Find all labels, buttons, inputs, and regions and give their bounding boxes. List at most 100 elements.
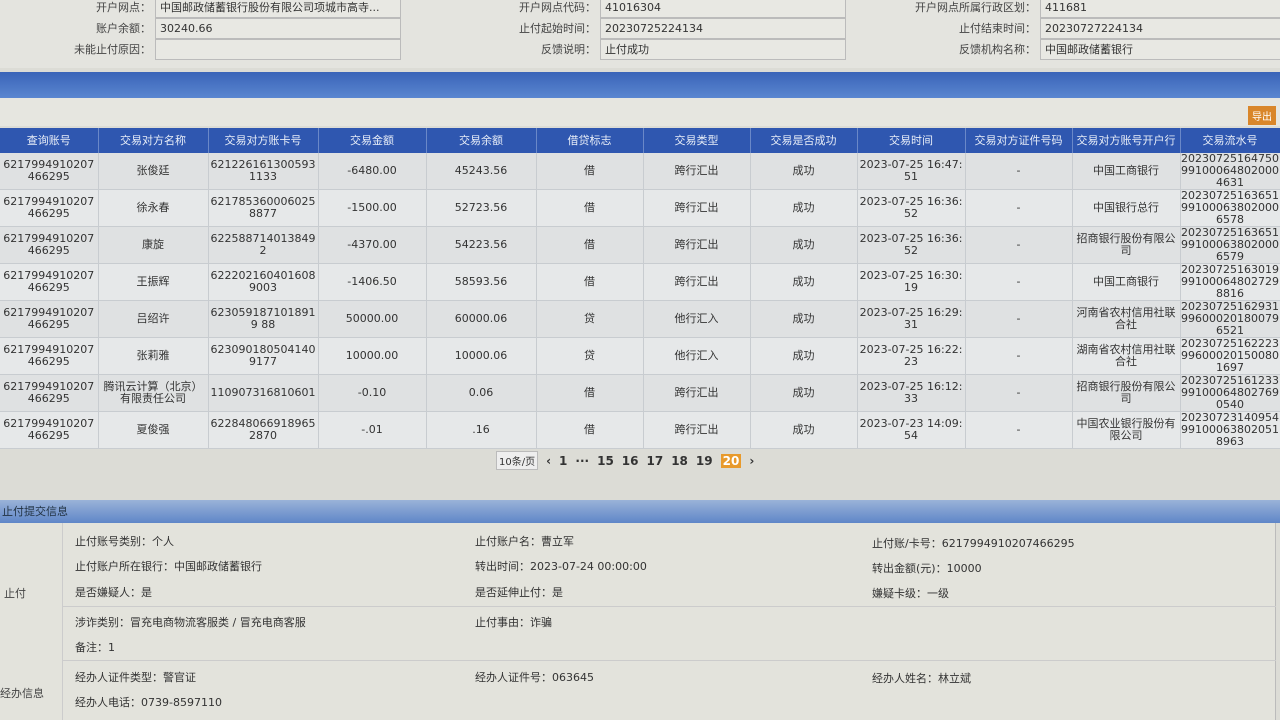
info-value: 30240.66 [155, 17, 401, 39]
out-amount: 转出金额(元)：10000 [872, 562, 982, 575]
info-label: 未能止付原因： [74, 43, 151, 56]
table-cell: 6217994910207466295 [0, 226, 99, 264]
table-cell: 2023-07-25 16:36:52 [857, 226, 966, 264]
table-cell: 6217994910207466295 [0, 374, 99, 412]
column-header: 交易对方账卡号 [208, 128, 319, 153]
table-cell: 借 [536, 153, 644, 190]
table-toolbar: 导出 [0, 98, 1280, 126]
column-header: 交易余额 [426, 128, 537, 153]
info-label: 止付结束时间： [959, 22, 1036, 35]
table-row[interactable]: 6217994910207466295 张莉雅 623090180504140917… [0, 337, 1280, 375]
info-field: 反馈机构名称： 中国邮政储蓄银行 [890, 38, 1280, 60]
table-cell: 20230725163019991000648027298816 [1180, 263, 1280, 301]
table-cell: 6217994910207466295 [0, 189, 99, 227]
info-field: 开户网点所属行政区划： 411681 [890, 0, 1280, 18]
info-field: 止付起始时间： 20230725224134 [450, 17, 846, 39]
divider [62, 523, 63, 720]
table-row[interactable]: 6217994910207466295 夏俊强 622848066918965287… [0, 411, 1280, 449]
info-field: 反馈说明： 止付成功 [450, 38, 846, 60]
table-cell: 20230725162223996000201500801697 [1180, 337, 1280, 375]
page-button[interactable]: ··· [575, 453, 590, 468]
table-cell: 54223.56 [426, 226, 537, 264]
table-cell: 45243.56 [426, 153, 537, 190]
info-label: 反馈说明： [541, 43, 596, 56]
table-cell: 成功 [750, 153, 858, 190]
table-row[interactable]: 6217994910207466295 吕绍许 6230591871018919 8… [0, 300, 1280, 338]
info-field: 止付结束时间： 20230727224134 [890, 17, 1280, 39]
export-button[interactable]: 导出 [1248, 106, 1276, 125]
page-button[interactable]: 15 [597, 453, 614, 468]
table-cell: - [965, 374, 1073, 412]
table-cell: - [965, 263, 1073, 301]
column-header: 交易对方名称 [98, 128, 209, 153]
section-band [0, 72, 1280, 98]
table-cell: -4370.00 [318, 226, 427, 264]
table-cell: 2023-07-25 16:12:33 [857, 374, 966, 412]
info-label: 开户网点所属行政区划： [915, 1, 1036, 14]
column-header: 交易是否成功 [750, 128, 858, 153]
table-cell: 6217994910207466295 [0, 153, 99, 190]
table-row[interactable]: 6217994910207466295 康旋 622588714013849 2 -4… [0, 226, 1280, 264]
table-row[interactable]: 6217994910207466295 徐永春 621785360006025887… [0, 189, 1280, 227]
table-cell: 中国工商银行 [1072, 263, 1181, 301]
page-button[interactable]: 17 [646, 453, 664, 468]
table-cell: 成功 [750, 374, 858, 412]
info-value: 中国邮政储蓄银行 [1040, 38, 1280, 60]
handler-id-type: 经办人证件类型：警官证 [75, 671, 196, 684]
info-label: 账户余额： [96, 22, 151, 35]
table-cell: 622588714013849 2 [208, 226, 319, 264]
table-cell: 张俊廷 [98, 153, 209, 190]
page-button[interactable]: 16 [621, 453, 639, 468]
table-cell: 成功 [750, 411, 858, 449]
table-cell: -0.10 [318, 374, 427, 412]
table-cell: 6217853600060258877 [208, 189, 319, 227]
fraud-type: 涉诈类别：冒充电商物流客服类 / 冒充电商客服 [75, 616, 306, 629]
table-cell: 跨行汇出 [643, 153, 751, 190]
transaction-table: 查询账号 交易对方名称 交易对方账卡号 交易金额 交易余额 借贷标志 交易类型 交易是否成功交… [0, 128, 1280, 449]
handler-side-label: 经办信息 [0, 687, 44, 700]
table-row[interactable]: 6217994910207466295 张俊廷 621226161300593113… [0, 153, 1280, 190]
table-cell: 湖南省农村信用社联合社 [1072, 337, 1181, 375]
handler-name: 经办人姓名：林立斌 [872, 672, 971, 685]
table-cell: 2023-07-25 16:47:51 [857, 153, 966, 190]
table-cell: 0.06 [426, 374, 537, 412]
table-cell: 跨行汇出 [643, 263, 751, 301]
page-button[interactable]: 20 [720, 453, 742, 468]
table-cell: 20230725161233991000648027690540 [1180, 374, 1280, 412]
page-button[interactable]: 18 [671, 453, 688, 468]
table-cell: - [965, 226, 1073, 264]
table-cell: 借 [536, 263, 644, 301]
table-cell: 6230901805041409177 [208, 337, 319, 375]
column-header: 交易对方账号开户行 [1072, 128, 1181, 153]
table-cell: 河南省农村信用社联合社 [1072, 300, 1181, 338]
divider [62, 660, 1276, 661]
table-cell: - [965, 300, 1073, 338]
page-button[interactable]: 19 [695, 453, 713, 468]
page-size-select[interactable]: 10条/页 [496, 451, 539, 470]
table-cell: 腾讯云计算（北京）有限责任公司 [98, 374, 209, 412]
info-field: 账户余额： 30240.66 [5, 17, 401, 39]
table-row[interactable]: 6217994910207466295 王振辉 622202160401608900… [0, 263, 1280, 301]
table-cell: - [965, 153, 1073, 190]
card-number: 止付账/卡号：6217994910207466295 [872, 537, 1075, 550]
table-cell: 20230725164750991000648020004631 [1180, 152, 1280, 190]
handler-phone: 经办人电话：0739-8597110 [75, 696, 222, 709]
table-cell: 跨行汇出 [643, 226, 751, 264]
table-cell: 王振辉 [98, 263, 209, 301]
info-field: 未能止付原因： [5, 38, 401, 60]
table-cell: 跨行汇出 [643, 189, 751, 227]
table-cell: 中国农业银行股份有限公司 [1072, 411, 1181, 449]
info-value: 20230727224134 [1040, 17, 1280, 39]
prev-page-button[interactable]: ‹ [546, 453, 552, 468]
next-page-button[interactable]: › [749, 453, 755, 468]
column-header: 交易类型 [643, 128, 751, 153]
table-cell: 借 [536, 189, 644, 227]
table-cell: 夏俊强 [98, 411, 209, 449]
table-cell: 10000.06 [426, 337, 537, 375]
table-cell: 6230591871018919 88 [208, 300, 319, 338]
table-cell: 50000.00 [318, 300, 427, 338]
page-button[interactable]: 1 [559, 453, 568, 468]
out-time: 转出时间：2023-07-24 00:00:00 [475, 560, 647, 573]
table-row[interactable]: 6217994910207466295 腾讯云计算（北京）有限责任公司 110907… [0, 374, 1280, 412]
table-cell: .16 [426, 411, 537, 449]
